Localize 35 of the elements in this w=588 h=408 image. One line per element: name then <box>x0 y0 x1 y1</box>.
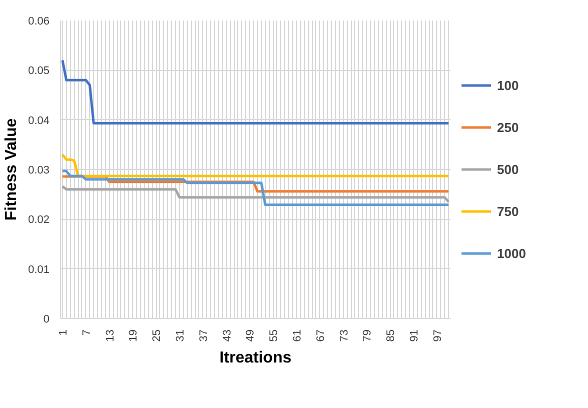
x-tick-label: 49 <box>244 329 257 342</box>
x-tick-label: 7 <box>80 329 93 336</box>
x-tick-label: 25 <box>151 329 164 342</box>
line-series <box>61 170 450 206</box>
x-tick-label: 19 <box>128 329 140 342</box>
x-tick-label: 91 <box>408 329 420 342</box>
x-tick-label: 1 <box>57 329 70 336</box>
line-series <box>61 185 450 204</box>
x-tick-label: 67 <box>314 329 327 342</box>
x-axis-title: Itreations <box>219 350 292 367</box>
x-tick-label: 37 <box>198 329 210 342</box>
x-tick-label: 31 <box>174 329 186 342</box>
x-tick-label: 97 <box>432 329 444 342</box>
legend-label: 1000 <box>497 246 526 260</box>
x-tick-label: 55 <box>268 329 280 342</box>
x-tick-label: 13 <box>104 329 116 342</box>
y-tick-label: 0.04 <box>28 114 50 127</box>
line-series <box>61 153 450 178</box>
legend-label: 750 <box>497 204 519 218</box>
x-tick-label: 85 <box>385 329 398 342</box>
x-tick-label: 43 <box>221 329 234 342</box>
y-tick-label: 0.01 <box>28 264 50 276</box>
x-tick-label: 61 <box>291 329 304 342</box>
legend-label: 250 <box>497 120 519 134</box>
y-tick-label: 0.03 <box>28 164 50 176</box>
y-tick-label: 0.06 <box>28 16 50 28</box>
legend-label: 500 <box>497 162 519 176</box>
y-tick-label: 0 <box>43 314 50 326</box>
legend-label: 100 <box>497 78 519 92</box>
y-tick-label: 0.02 <box>28 214 50 226</box>
line-series <box>61 58 450 125</box>
y-tick-label: 0.05 <box>28 65 50 78</box>
x-tick-label: 79 <box>362 329 374 342</box>
x-tick-label: 73 <box>338 329 350 342</box>
y-axis-title: Fitness Value <box>3 118 20 221</box>
